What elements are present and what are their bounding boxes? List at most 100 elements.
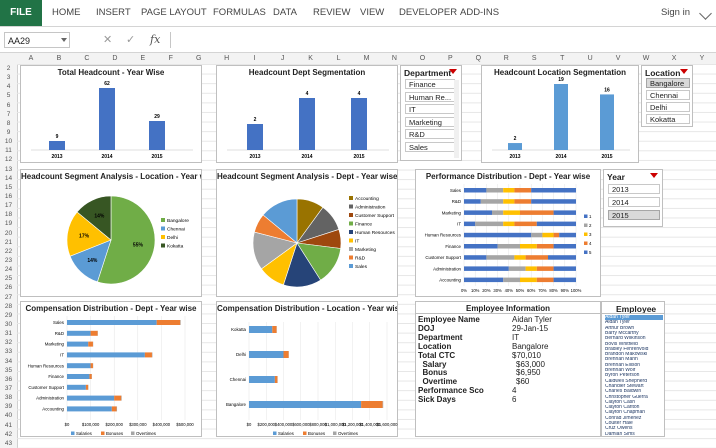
tab-developer[interactable]: DEVELOPER — [399, 7, 458, 18]
employee-item[interactable]: Coulter Hale — [605, 421, 633, 426]
row-header-cell[interactable]: 37 — [4, 385, 13, 392]
cancel-icon[interactable]: ✕ — [103, 34, 113, 46]
bar-Customer Support-3[interactable] — [514, 255, 526, 260]
row-header-cell[interactable]: 23 — [4, 257, 13, 264]
row-header-cell[interactable]: 35 — [4, 366, 13, 374]
bar-Accounting-Bonuses[interactable] — [111, 406, 117, 412]
clear-filter-icon[interactable] — [680, 69, 688, 74]
bar-Administration-4[interactable] — [536, 266, 554, 271]
clear-filter-icon[interactable] — [650, 173, 658, 178]
bar-Human Resources-1[interactable] — [464, 232, 532, 238]
row-header-cell[interactable]: 27 — [4, 293, 13, 301]
employee-item[interactable]: Bradley Fehrenvold — [605, 346, 649, 352]
row-header-cell[interactable]: 31 — [4, 330, 13, 338]
column-header-cell[interactable]: I — [253, 55, 256, 62]
bar-Finance-5[interactable] — [553, 244, 576, 249]
column-header-cell[interactable]: X — [671, 55, 677, 62]
bar-IT-4[interactable] — [514, 221, 537, 227]
bar-IT-1[interactable] — [464, 221, 476, 227]
bar-2015[interactable] — [149, 121, 165, 150]
slicer-item-2015[interactable]: 2015 — [608, 210, 660, 220]
slicer-item-sales[interactable]: Sales — [405, 141, 455, 152]
bar-Kokatta-Bonuses[interactable] — [272, 326, 277, 333]
bar-Bangalore-Salaries[interactable] — [249, 401, 362, 408]
row-header-cell[interactable]: 25 — [4, 275, 13, 283]
clear-filter-icon[interactable] — [449, 69, 457, 74]
column-header-cell[interactable]: D — [112, 55, 118, 62]
bar-Delhi-Bonuses[interactable] — [283, 351, 289, 358]
chevron-down-icon[interactable] — [61, 38, 67, 42]
column-header-cell[interactable]: Y — [699, 55, 705, 62]
employee-item[interactable]: Brennan Mann — [605, 357, 638, 363]
column-header-cell[interactable]: O — [419, 55, 426, 62]
column-header-cell[interactable]: B — [56, 55, 62, 62]
row-header-cell[interactable]: 42 — [4, 430, 13, 438]
pie-slice-Sales[interactable] — [262, 198, 298, 244]
year-slicer[interactable]: Year 2013 2014 2015 — [603, 169, 663, 227]
bar-R&D-1[interactable] — [464, 199, 481, 204]
row-header-cell[interactable]: 21 — [4, 238, 13, 246]
employee-item[interactable]: Brennan Wolf — [605, 368, 636, 373]
employee-item[interactable]: Bernard Wilkinson — [605, 336, 646, 342]
row-header-cell[interactable]: 2 — [6, 65, 11, 72]
bar-IT-Salaries[interactable] — [67, 352, 145, 358]
column-header-cell[interactable]: J — [280, 55, 285, 62]
row-header-cell[interactable]: 5 — [6, 92, 11, 100]
bar-Chennai-Salaries[interactable] — [249, 376, 275, 383]
bar-Finance-3[interactable] — [520, 244, 537, 249]
function-icon[interactable]: fx — [150, 33, 161, 46]
bar-Marketing-5[interactable] — [553, 210, 576, 215]
column-header-cell[interactable]: S — [531, 55, 537, 62]
bar-Human Resources-Bonuses[interactable] — [90, 363, 93, 369]
tab-add-ins[interactable]: ADD-INS — [460, 7, 500, 18]
employee-item[interactable]: Aidan Tyler — [605, 315, 663, 321]
bar-Sales-2[interactable] — [486, 188, 504, 193]
bar-R&D-Salaries[interactable] — [67, 330, 91, 336]
employee-item[interactable]: Clayton Cash — [605, 399, 636, 405]
slicer-item-2014[interactable]: 2014 — [608, 197, 660, 207]
row-header-cell[interactable]: 34 — [4, 357, 13, 365]
bar-Customer Support-Bonuses[interactable] — [85, 384, 89, 390]
bar-IT-5[interactable] — [536, 221, 576, 227]
bar-Finance-Bonuses[interactable] — [89, 374, 92, 379]
column-header-cell[interactable]: U — [587, 55, 593, 62]
row-header-cell[interactable]: 29 — [4, 311, 13, 319]
bar-Sales-3[interactable] — [503, 188, 515, 193]
bar-Accounting-2[interactable] — [503, 277, 520, 283]
row-header-cell[interactable]: 17 — [4, 202, 13, 210]
bar-2014[interactable] — [299, 98, 315, 150]
bar-2015[interactable] — [351, 98, 367, 150]
chart-pie-dept[interactable]: Headcount Segment Analysis - Dept - Year… — [216, 169, 398, 297]
bar-R&D-2[interactable] — [480, 199, 504, 204]
row-header-cell[interactable]: 3 — [6, 74, 11, 82]
bar-2013[interactable] — [49, 141, 65, 150]
slicer-item-it[interactable]: IT — [405, 104, 455, 114]
column-header-cell[interactable]: P — [448, 55, 453, 62]
row-header-cell[interactable]: 19 — [4, 220, 13, 228]
bar-Administration-Salaries[interactable] — [67, 395, 115, 401]
row-header-cell[interactable]: 38 — [4, 394, 13, 402]
chart-compensation-dept[interactable]: Compensation Distribution - Dept - Year … — [20, 301, 202, 437]
chart-performance[interactable]: Performance Distribution - Dept - Year w… — [415, 169, 601, 297]
employee-item[interactable]: Damian Sims — [605, 431, 635, 437]
row-header-cell[interactable]: 24 — [4, 266, 13, 274]
row-header-cell[interactable]: 22 — [4, 247, 13, 255]
tab-formulas[interactable]: FORMULAS — [213, 7, 266, 18]
employee-item[interactable]: Bovis Whitfield — [605, 341, 638, 347]
row-header-cell[interactable]: 33 — [4, 348, 13, 356]
column-header-cell[interactable]: M — [363, 55, 370, 62]
column-header-cell[interactable]: Q — [475, 55, 482, 62]
department-slicer[interactable]: Department Finance Human Re... IT Marketing… — [400, 65, 462, 161]
column-header-cell[interactable]: L — [336, 55, 341, 62]
bar-Accounting-5[interactable] — [553, 277, 576, 283]
bar-Bangalore-Overtimes[interactable] — [382, 401, 384, 408]
bar-2015[interactable] — [600, 94, 614, 150]
bar-Delhi-Salaries[interactable] — [249, 351, 284, 358]
bar-Sales-Salaries[interactable] — [67, 320, 157, 325]
column-header-cell[interactable]: K — [308, 55, 313, 62]
employee-item[interactable]: Caldwell Shepherd — [605, 378, 647, 384]
bar-2013[interactable] — [508, 143, 522, 150]
bar-Finance-Salaries[interactable] — [67, 374, 90, 379]
employee-item[interactable]: Christopher Guerra — [605, 394, 648, 400]
bar-Accounting-Salaries[interactable] — [67, 406, 112, 412]
